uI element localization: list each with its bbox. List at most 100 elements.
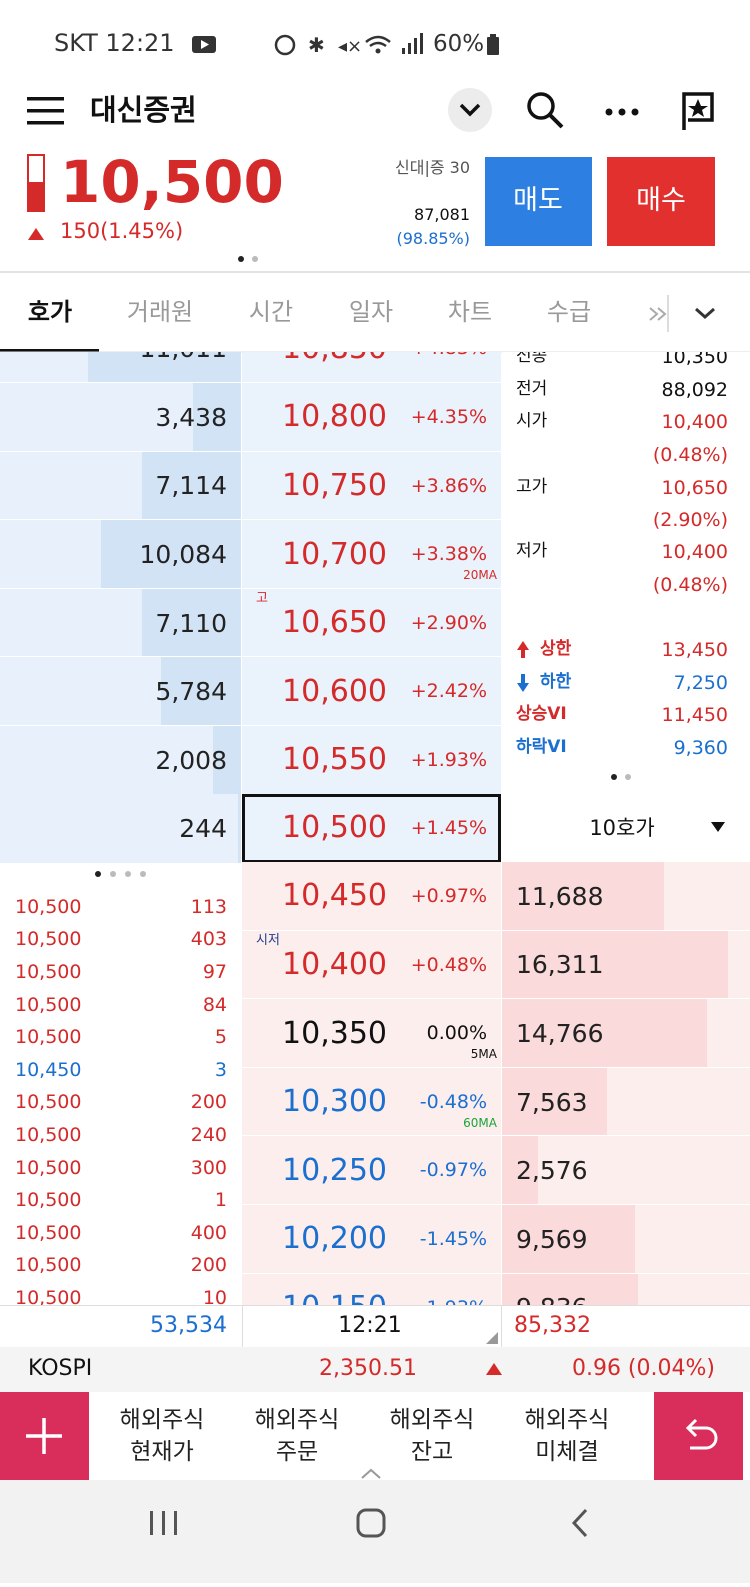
sell-button[interactable] (485, 157, 592, 246)
trade-qty: 3 (214, 1058, 227, 1081)
trade-price: 10,500 (15, 1286, 82, 1305)
trade-qty: 10 (202, 1286, 227, 1305)
trade-price: 10,450 (15, 1058, 82, 1081)
trade-qty: 113 (190, 895, 227, 918)
info-label: 저가 (516, 541, 548, 562)
bid-price-cell (242, 1273, 501, 1305)
menu-item[interactable]: 현재가 (130, 1438, 194, 1465)
trade-qty: 5 (214, 1026, 227, 1049)
bid-total: 85,332 (514, 1312, 591, 1338)
ask-bar (142, 588, 241, 657)
bid-price-cell (242, 930, 501, 999)
ma-note: 20MA (463, 568, 497, 583)
tab[interactable]: 거래원 (126, 298, 194, 327)
menu-item[interactable]: 해외주식 (389, 1406, 475, 1433)
info-label: 전종 (516, 352, 548, 367)
home[interactable] (356, 1508, 386, 1538)
bid-bar (502, 1273, 639, 1305)
ask-bar (193, 383, 241, 451)
tab[interactable]: 수급 (546, 298, 592, 327)
menu-item[interactable]: 해외주식 (119, 1406, 205, 1433)
ask-price: 10,700 (282, 536, 387, 572)
ask-price: 10,600 (282, 673, 387, 709)
stock-name: 대신증권 (90, 92, 197, 127)
bid-rate: -0.48% (419, 1090, 487, 1113)
totals-divider (242, 1305, 502, 1347)
limit-value: 9,360 (673, 736, 728, 759)
pager-dot (625, 774, 631, 780)
tab[interactable]: 차트 (447, 298, 493, 327)
ask-bar (160, 657, 241, 725)
info-sub: (2.90%) (652, 508, 728, 531)
info-value: 10,650 (661, 476, 728, 499)
ask-price-cell (242, 352, 501, 382)
header-icons (27, 88, 714, 132)
bid-price: 10,200 (282, 1221, 387, 1257)
bid-qty: 7,563 (516, 1087, 588, 1117)
ask-qty: 7,114 (155, 471, 227, 501)
ask-rate: +3.38% (410, 543, 487, 566)
ask-price-cell (242, 657, 501, 725)
menu-item[interactable]: 주문 (275, 1438, 319, 1465)
tab[interactable]: 시간 (248, 298, 294, 327)
order-book: 11,011 10,850 +4.83% 3,438 10,800 +4.35% 7,114… (0, 352, 750, 1305)
svg-text:✱: ✱ (308, 33, 325, 57)
recent-apps[interactable] (150, 1511, 177, 1535)
limit-value: 13,450 (661, 638, 728, 661)
menu-item[interactable]: 미체결 (535, 1438, 599, 1465)
total-time: 12:21 (338, 1312, 402, 1338)
buy-label[interactable]: 매수 (636, 185, 686, 217)
menu-caret (361, 1468, 381, 1479)
ask-price: 10,800 (282, 399, 387, 435)
info-value: 10,400 (661, 540, 728, 563)
ask-rate: +1.93% (410, 749, 487, 771)
depth-arrow (711, 822, 725, 833)
trade-price: 10,500 (15, 1156, 82, 1179)
dropdown-button[interactable] (448, 88, 492, 132)
menu-item[interactable]: 해외주식 (254, 1406, 340, 1433)
more-icon[interactable] (605, 108, 639, 116)
trade-qty: 240 (190, 1123, 227, 1146)
ma-note: 5MA (470, 1047, 497, 1062)
bid-bar (502, 1067, 607, 1136)
price-change: 150(1.45%) (60, 219, 184, 244)
info-label: 전거 (516, 379, 548, 400)
tab[interactable]: 일자 (348, 298, 394, 327)
buy-button[interactable] (607, 157, 715, 246)
tab[interactable]: 호가 (27, 298, 73, 327)
trade-qty: 84 (202, 993, 227, 1016)
menu-item[interactable]: 잔고 (410, 1438, 454, 1465)
search-icon[interactable] (527, 92, 564, 129)
ask-price: 10,850 (282, 352, 387, 370)
add-button[interactable] (0, 1392, 89, 1480)
bid-qty: 9,836 (516, 1290, 588, 1305)
svg-text:◂×: ◂× (338, 36, 362, 57)
ask-rate: +3.86% (410, 474, 487, 497)
pager-dot (110, 871, 116, 877)
trade-price: 10,500 (15, 1254, 82, 1277)
back-button[interactable] (654, 1392, 743, 1480)
ask-price: 10,650 (282, 605, 387, 641)
bid-price-cell (242, 862, 501, 930)
menu-item[interactable]: 해외주식 (524, 1406, 610, 1433)
bid-rate: -1.93% (420, 1295, 487, 1305)
depth-selector[interactable]: 10호가 (589, 815, 655, 840)
trade-price: 10,500 (15, 1189, 82, 1212)
trade-qty: 97 (202, 960, 227, 983)
trade-qty: 200 (190, 1254, 227, 1277)
current-price-cell (242, 794, 501, 863)
index-value: 2,350.51 (319, 1355, 417, 1381)
bid-price-cell (242, 1136, 501, 1204)
bid-price-cell (242, 1205, 501, 1273)
ask-bar (213, 726, 241, 794)
bid-rate: -1.45% (419, 1228, 487, 1250)
sell-label[interactable]: 매도 (513, 185, 563, 217)
bid-price: 10,350 (282, 1015, 387, 1051)
favorite-icon[interactable] (682, 92, 714, 130)
back[interactable] (571, 1508, 588, 1538)
menu-icon[interactable] (27, 97, 64, 125)
trade-qty: 200 (190, 1091, 227, 1114)
current-qty-cell (0, 794, 241, 863)
info-value: 10,400 (661, 410, 728, 433)
limit-label: 하한 (540, 672, 572, 693)
